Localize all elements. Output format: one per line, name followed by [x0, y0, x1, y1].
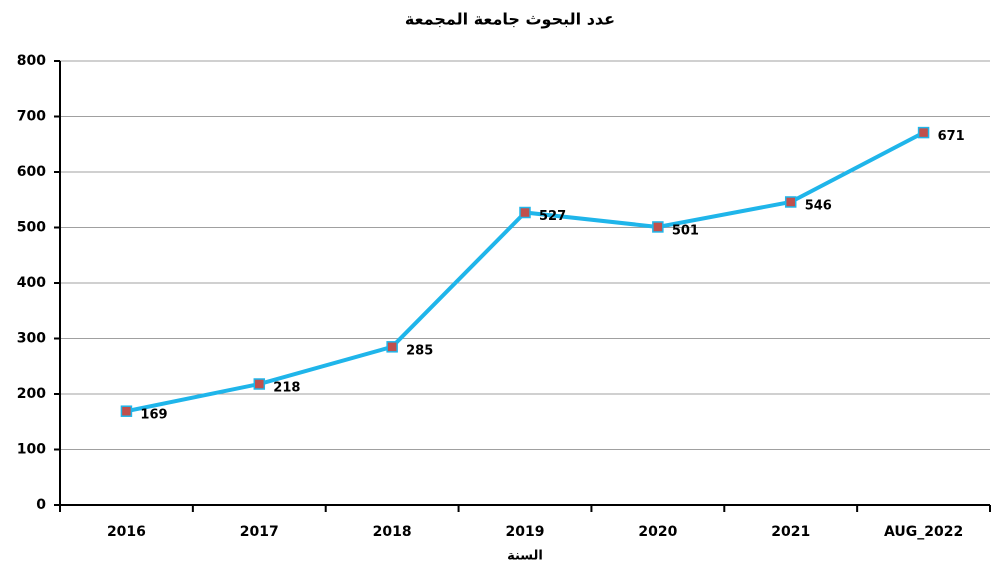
- data-label: 285: [406, 343, 433, 358]
- y-tick-label: 700: [17, 109, 46, 125]
- data-label: 218: [273, 381, 300, 396]
- marker: [120, 405, 133, 417]
- marker: [253, 378, 266, 390]
- marker: [519, 206, 531, 219]
- marker: [652, 221, 664, 233]
- y-tick-label: 600: [17, 164, 46, 180]
- chart-title: عدد البحوث جامعة المجمعة: [405, 10, 615, 29]
- data-label: 501: [672, 223, 699, 238]
- x-tick-label: 2016: [107, 524, 146, 540]
- y-tick-label: 0: [36, 497, 46, 513]
- y-tick-label: 300: [17, 331, 46, 347]
- x-axis-label: السنة: [507, 549, 543, 564]
- data-label: 671: [938, 129, 965, 144]
- x-tick-label: 2018: [373, 524, 412, 540]
- marker: [386, 341, 398, 353]
- data-label: 169: [140, 408, 167, 423]
- data-label: 527: [539, 209, 566, 224]
- y-tick-label: 500: [17, 220, 46, 236]
- y-tick-label: 100: [17, 442, 46, 458]
- y-tick-label: 800: [17, 53, 46, 69]
- x-tick-label: 2020: [638, 524, 677, 540]
- y-tick-label: 400: [17, 275, 46, 291]
- data-label: 546: [805, 198, 832, 213]
- x-tick-label: AUG_2022: [884, 524, 963, 540]
- x-tick-label: 2017: [240, 524, 279, 540]
- x-tick-label: 2021: [771, 524, 810, 540]
- marker: [917, 126, 930, 139]
- y-tick-label: 200: [17, 386, 46, 402]
- marker: [784, 196, 797, 208]
- x-tick-label: 2019: [506, 524, 545, 540]
- line: [126, 130, 925, 414]
